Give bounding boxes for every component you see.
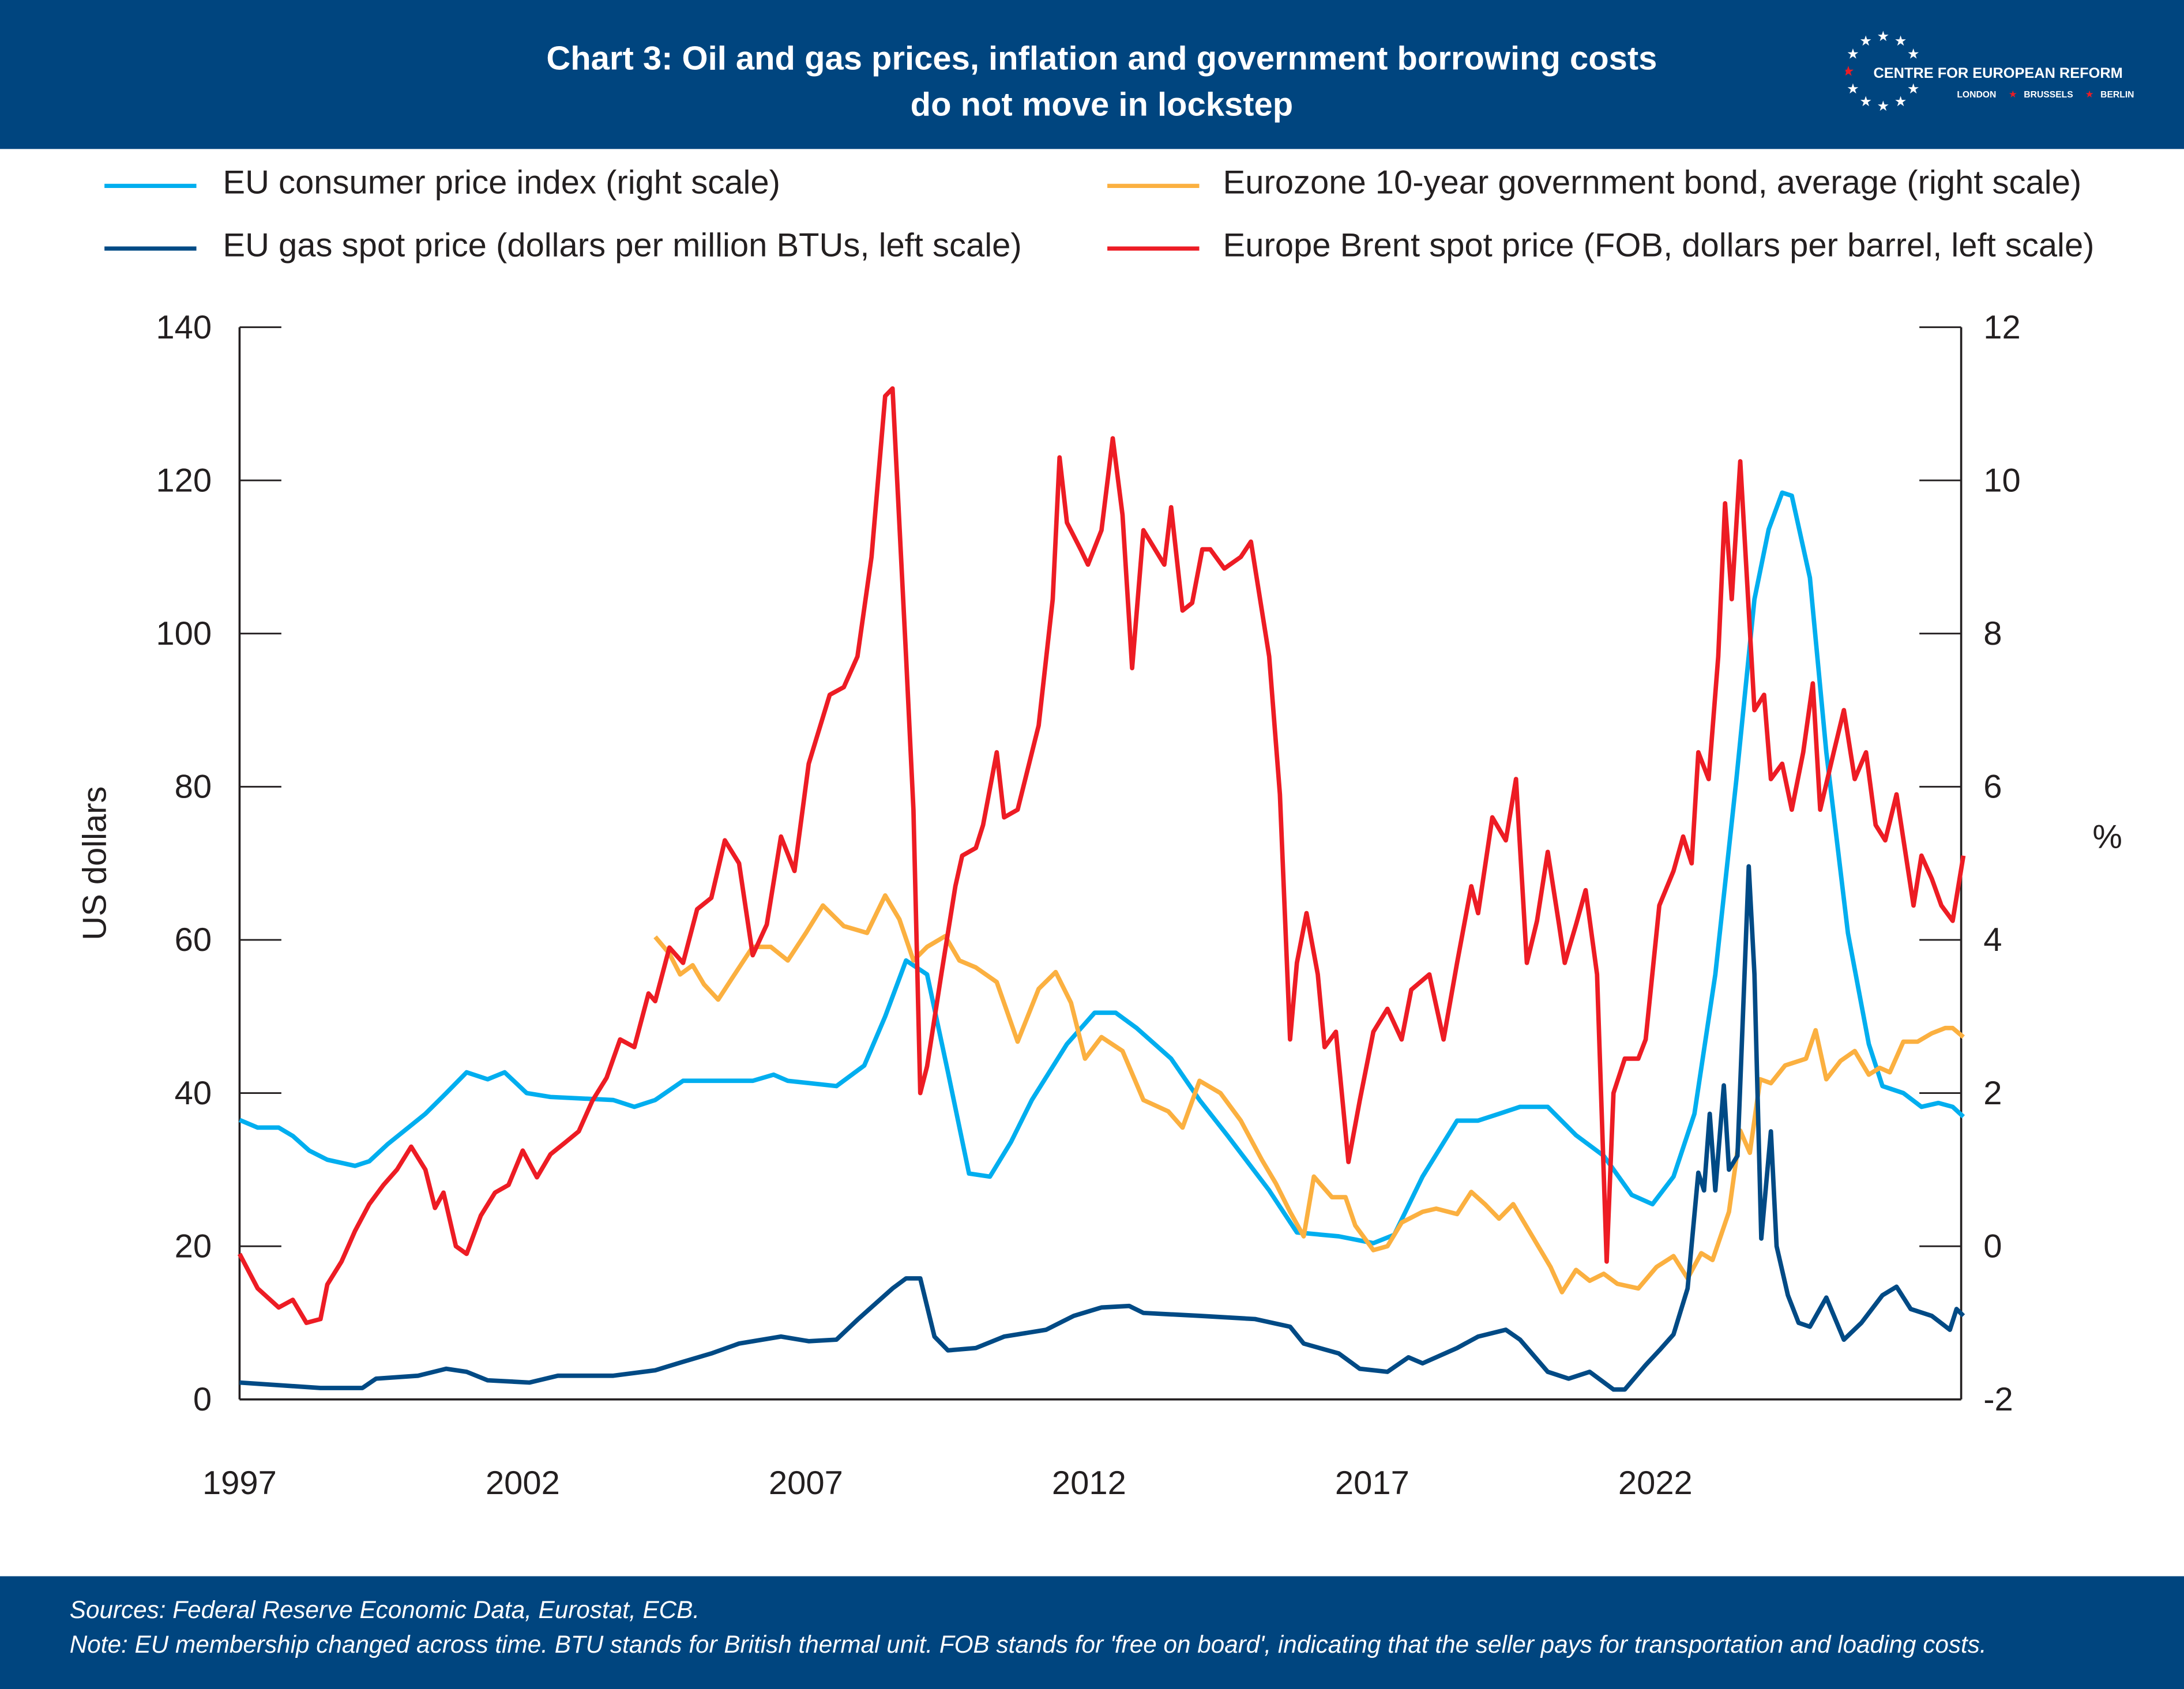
x-tick-label: 2007	[769, 1465, 843, 1502]
y-tick-label-right: 12	[1983, 309, 2020, 346]
y-tick-label-right: 10	[1983, 462, 2020, 499]
star-icon: ★	[1859, 94, 1872, 110]
legend-swatch-cpi	[104, 183, 197, 188]
title-line-1: Chart 3: Oil and gas prices, inflation a…	[546, 40, 1657, 78]
x-tick-label: 2017	[1335, 1465, 1409, 1502]
y-tick-label-right: -2	[1983, 1381, 2013, 1418]
series-line-cpi	[238, 490, 1965, 1246]
y-tick-label-left: 60	[175, 921, 212, 958]
x-tick-label: 2022	[1618, 1465, 1693, 1502]
y-axis-label-right: %	[2092, 819, 2122, 856]
y-tick-label-left: 40	[175, 1075, 212, 1112]
legend-swatch-brent	[1107, 246, 1200, 251]
series-line-brent	[237, 386, 1966, 1325]
y-tick-label-left: 100	[156, 615, 212, 652]
legend-label-cpi: EU consumer price index (right scale)	[223, 164, 780, 202]
y-tick-label-right: 0	[1983, 1228, 2002, 1265]
legend-swatch-bond	[1107, 183, 1200, 188]
star-icon: ★	[1894, 33, 1907, 49]
sources-text: Sources: Federal Reserve Economic Data, …	[69, 1596, 700, 1624]
red-star-icon: ★	[2009, 89, 2017, 100]
red-star-icon: ★	[2085, 89, 2094, 100]
header-band: Chart 3: Oil and gas prices, inflation a…	[0, 0, 2184, 149]
star-icon: ★	[1847, 81, 1859, 97]
y-tick-label-right: 4	[1983, 921, 2002, 958]
y-tick-label-right: 2	[1983, 1075, 2002, 1112]
star-icon: ★	[1907, 46, 1920, 62]
logo-city-3: BERLIN	[2100, 90, 2134, 100]
star-icon: ★	[1894, 94, 1907, 110]
star-icon: ★	[1847, 46, 1859, 62]
legend-label-bond: Eurozone 10-year government bond, averag…	[1223, 164, 2082, 202]
footer-band: Sources: Federal Reserve Economic Data, …	[0, 1576, 2184, 1689]
logo-city-2: BRUSSELS	[2024, 90, 2073, 100]
line-chart: US dollars % 0 20 40 60 80 100 120 140 -2 0 2 4 6 8 10…	[77, 309, 2122, 1502]
title-line-2: do not move in lockstep	[910, 86, 1294, 124]
note-text: Note: EU membership changed across time.…	[69, 1630, 1987, 1658]
star-icon: ★	[1859, 33, 1872, 49]
y-tick-label-left: 120	[156, 462, 212, 499]
x-tick-label: 2012	[1052, 1465, 1126, 1502]
chart-title: Chart 3: Oil and gas prices, inflation a…	[0, 36, 2184, 128]
y-axis-label-left: US dollars	[77, 786, 114, 940]
y-tick-label-right: 6	[1983, 769, 2002, 806]
y-tick-label-right: 8	[1983, 615, 2002, 652]
x-tick-label: 1997	[202, 1465, 277, 1502]
y-tick-label-left: 140	[156, 309, 212, 346]
legend-label-brent: Europe Brent spot price (FOB, dollars pe…	[1223, 227, 2095, 265]
red-star-icon: ★	[1845, 64, 1855, 80]
y-tick-label-left: 0	[193, 1381, 212, 1418]
star-icon: ★	[1877, 29, 1890, 44]
y-tick-label-left: 20	[175, 1228, 212, 1265]
star-icon: ★	[1907, 81, 1920, 97]
legend-label-gas: EU gas spot price (dollars per million B…	[223, 227, 1022, 265]
cer-logo: ★★★★★★★★★★★ CENTRE FOR EUROPEAN REFORM L…	[1845, 29, 2134, 114]
y-tick-label-left: 80	[175, 769, 212, 806]
eu-stars-icon: ★★★★★★★★★★★	[1845, 29, 1919, 114]
star-icon: ★	[1877, 99, 1890, 114]
logo-city-1: LONDON	[1957, 90, 1996, 100]
legend-swatch-gas	[104, 246, 197, 251]
series-line-bond	[653, 893, 1965, 1295]
logo-name: CENTRE FOR EUROPEAN REFORM	[1873, 65, 2122, 81]
x-tick-label: 2002	[486, 1465, 560, 1502]
series-line-gas	[239, 864, 1965, 1392]
